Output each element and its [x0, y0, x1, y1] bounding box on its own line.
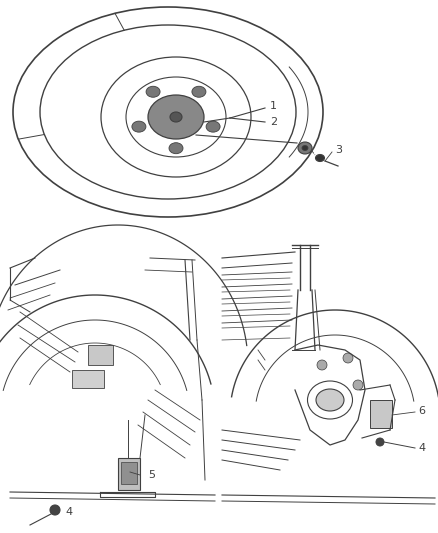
Text: 2: 2 [270, 117, 277, 127]
Bar [121, 462, 137, 484]
Circle shape [317, 360, 327, 370]
Ellipse shape [315, 155, 325, 161]
Ellipse shape [192, 86, 206, 97]
Text: 1: 1 [270, 101, 277, 111]
Ellipse shape [298, 142, 312, 154]
Text: 4: 4 [418, 443, 425, 453]
Ellipse shape [206, 121, 220, 132]
Circle shape [376, 438, 384, 446]
Bar [88, 345, 113, 365]
Ellipse shape [146, 86, 160, 97]
Ellipse shape [170, 112, 182, 122]
Bar [370, 400, 392, 428]
Ellipse shape [148, 95, 204, 139]
Text: 3: 3 [335, 145, 342, 155]
Circle shape [50, 505, 60, 515]
Bar [118, 458, 140, 490]
Circle shape [353, 380, 363, 390]
Ellipse shape [132, 121, 146, 132]
Text: 6: 6 [418, 406, 425, 416]
Ellipse shape [302, 146, 308, 150]
Circle shape [343, 353, 353, 363]
Ellipse shape [169, 143, 183, 154]
Bar [72, 370, 104, 388]
Text: 5: 5 [148, 470, 155, 480]
Ellipse shape [316, 389, 344, 411]
Text: 4: 4 [65, 507, 72, 517]
